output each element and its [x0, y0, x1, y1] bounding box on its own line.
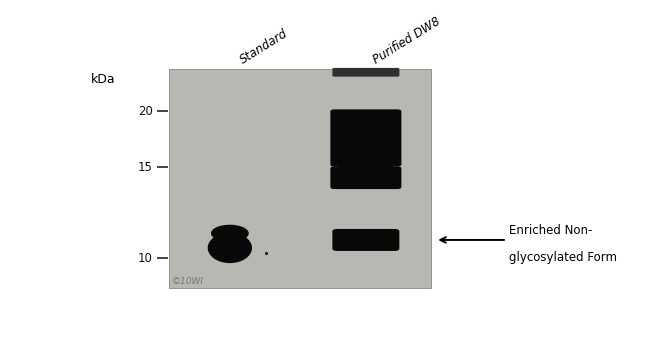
- Text: 10: 10: [138, 252, 153, 265]
- Text: Enriched Non-: Enriched Non-: [510, 224, 593, 237]
- Text: 20: 20: [138, 105, 153, 118]
- Text: ©10WⅠ: ©10WⅠ: [172, 277, 204, 286]
- FancyBboxPatch shape: [332, 68, 399, 77]
- FancyBboxPatch shape: [330, 109, 402, 166]
- Text: kDa: kDa: [91, 73, 116, 86]
- Text: Purified DW8: Purified DW8: [371, 15, 443, 66]
- FancyBboxPatch shape: [330, 166, 402, 189]
- Text: 15: 15: [138, 161, 153, 174]
- Text: glycosylated Form: glycosylated Form: [510, 251, 618, 264]
- Text: Standard: Standard: [237, 27, 290, 66]
- Ellipse shape: [208, 233, 252, 263]
- Ellipse shape: [211, 225, 249, 242]
- FancyBboxPatch shape: [332, 229, 399, 251]
- Bar: [170, 69, 432, 288]
- Bar: [339, 162, 393, 169]
